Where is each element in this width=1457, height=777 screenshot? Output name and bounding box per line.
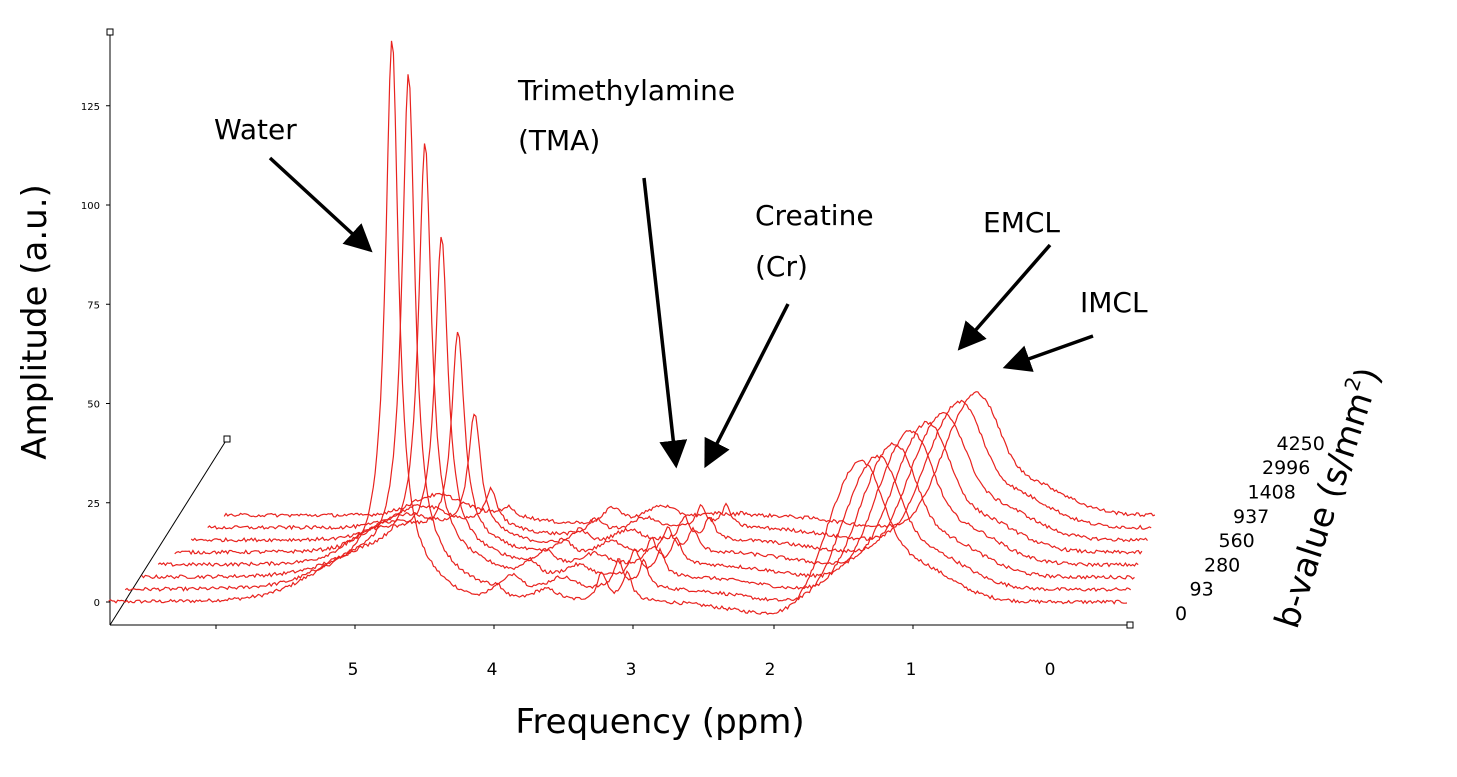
- x-tick-label: 0: [1045, 660, 1056, 680]
- x-axis-title: Frequency (ppm): [515, 702, 804, 742]
- y-ticks: 0 25 50 75 100 125: [81, 102, 110, 609]
- svg-text:Creatine: Creatine: [755, 199, 874, 232]
- b-value-label: 1408: [1248, 482, 1296, 504]
- svg-text:(TMA): (TMA): [518, 124, 600, 157]
- spectrum-line-b2996: [207, 399, 1152, 541]
- b-value-label: 937: [1233, 506, 1269, 528]
- annotation-tma: Trimethylamine (TMA): [517, 74, 735, 157]
- annotation-water: Water: [214, 113, 297, 146]
- y-tick-label: 125: [81, 102, 100, 113]
- annotation-arrows: [268, 156, 1094, 469]
- arrow-imcl: [1002, 334, 1094, 372]
- spectrum-line-b937: [174, 331, 1143, 565]
- y-tick-label: 75: [87, 300, 100, 311]
- b-value-label: 93: [1190, 579, 1214, 601]
- x-tick-label: 3: [626, 660, 637, 680]
- y-tick-label: 25: [87, 499, 100, 510]
- y-tick-label: 0: [94, 598, 100, 609]
- x-tick-label: 4: [487, 660, 498, 680]
- axis-handle-depth: [223, 435, 231, 443]
- arrow-emcl: [957, 243, 1052, 351]
- svg-text:IMCL: IMCL: [1080, 286, 1148, 319]
- axes: [106, 28, 1134, 629]
- arrow-tma: [642, 177, 688, 469]
- spectrum-line-b280: [141, 143, 1135, 590]
- svg-text:(Cr): (Cr): [755, 250, 808, 283]
- y-axis-title: Amplitude (a.u.): [15, 184, 55, 460]
- x-tick-label: 1: [906, 660, 917, 680]
- spectrum-line-b4250: [223, 391, 1156, 529]
- svg-text:Water: Water: [214, 113, 297, 146]
- axis-handle-top: [106, 28, 114, 36]
- b-value-label: 4250: [1277, 433, 1325, 455]
- spectra-series: [108, 40, 1156, 615]
- spectrum-line-b93: [124, 74, 1132, 602]
- arrow-cr: [704, 303, 790, 469]
- svg-text:Trimethylamine: Trimethylamine: [517, 74, 735, 107]
- x-tick-label: 5: [348, 660, 359, 680]
- y-tick-label: 50: [87, 400, 100, 411]
- b-value-label: 560: [1219, 530, 1255, 552]
- b-value-label: 280: [1204, 554, 1240, 576]
- b-value-label: 0: [1175, 603, 1187, 625]
- arrow-water: [268, 156, 373, 253]
- spectrum-line-b1408: [190, 411, 1148, 554]
- x-ticks: 5 4 3 2 1 0: [215, 625, 1056, 680]
- spectrum-line-b0: [108, 40, 1128, 615]
- x-tick-label: 2: [765, 660, 776, 680]
- annotation-emcl: EMCL: [983, 206, 1060, 239]
- z-axis-title-main: b-value (s/mm: [1267, 387, 1381, 633]
- b-value-label: 2996: [1262, 457, 1310, 479]
- depth-axis: [109, 438, 228, 626]
- y-tick-label: 100: [81, 201, 100, 212]
- spectrum-line-b560: [157, 236, 1139, 579]
- svg-text:EMCL: EMCL: [983, 206, 1060, 239]
- annotation-cr: Creatine (Cr): [755, 199, 874, 283]
- axis-handle-right: [1126, 621, 1134, 629]
- annotation-imcl: IMCL: [1080, 286, 1148, 319]
